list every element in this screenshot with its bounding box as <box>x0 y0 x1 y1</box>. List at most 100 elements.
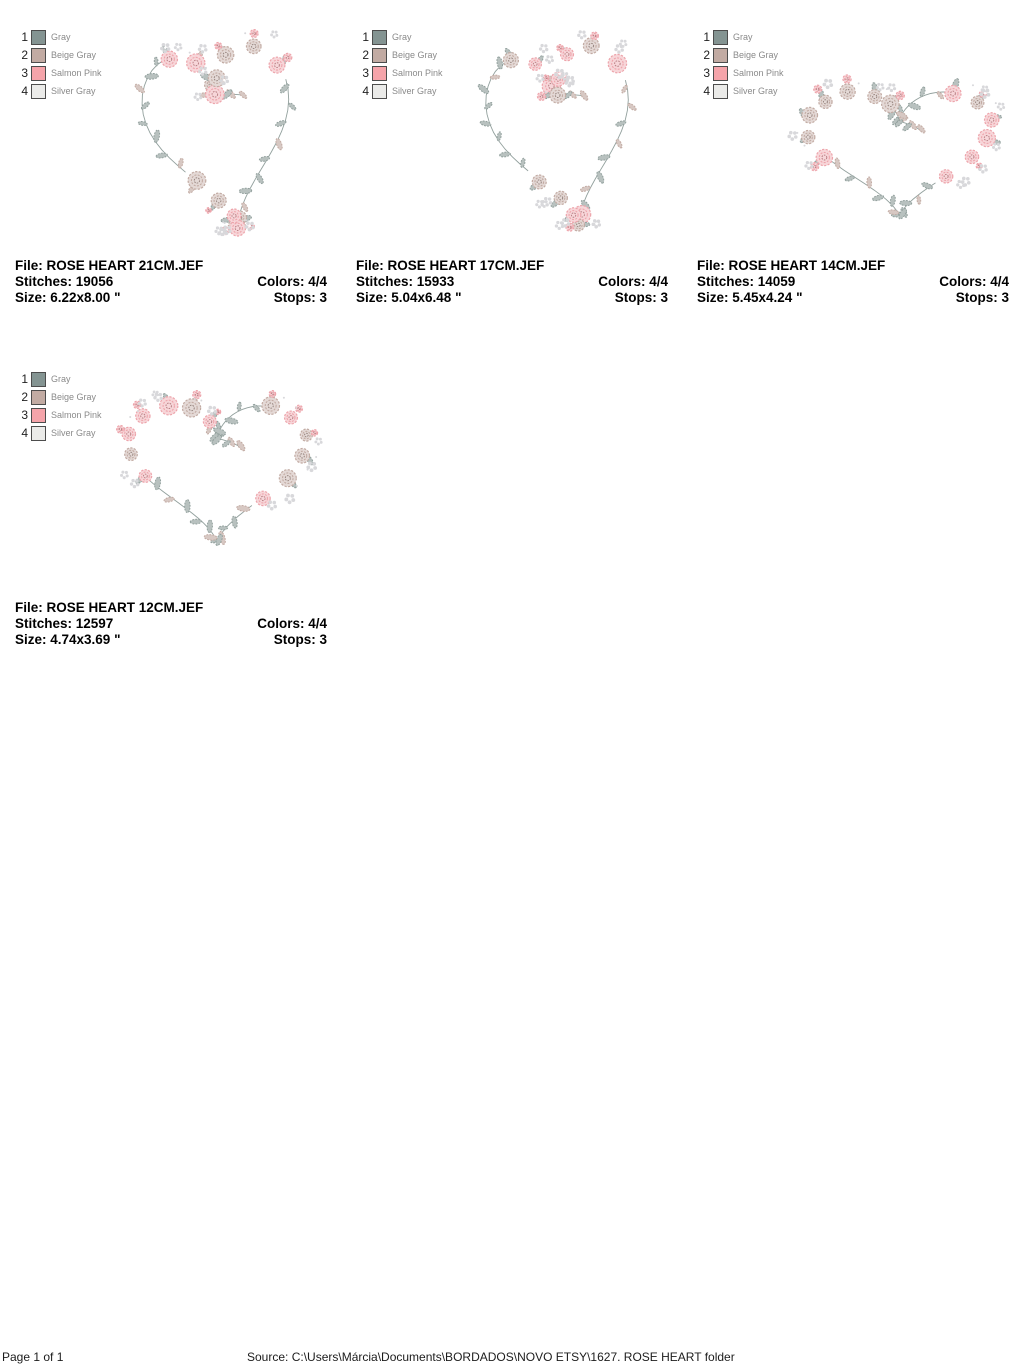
stitch-count: Stitches: 14059 <box>697 274 796 289</box>
thread-color-row: 1 Gray <box>15 28 102 46</box>
thread-color-number: 3 <box>362 65 369 80</box>
thread-color-name: Silver Gray <box>392 86 437 96</box>
thread-color-name: Salmon Pink <box>51 410 102 420</box>
thread-color-name: Silver Gray <box>51 428 96 438</box>
thread-color-row: 2 Beige Gray <box>356 46 443 64</box>
thread-color-number: 3 <box>703 65 710 80</box>
thread-color-name: Silver Gray <box>51 86 96 96</box>
design-info: File: ROSE HEART 21CM.JEF Stitches: 1905… <box>15 258 327 306</box>
thread-color-swatch <box>31 29 46 45</box>
design-info: File: ROSE HEART 12CM.JEF Stitches: 1259… <box>15 600 327 648</box>
thread-color-name: Beige Gray <box>51 392 97 402</box>
design-card-17cm: 1 Gray 2 Beige Gray 3 Salmon Pink 4 Silver Gray… <box>341 28 682 370</box>
thread-color-row: 3 Salmon Pink <box>356 64 443 82</box>
thread-color-legend: 1 Gray 2 Beige Gray 3 Salmon Pink 4 Silver Gray <box>15 370 102 442</box>
design-card-12cm: 1 Gray 2 Beige Gray 3 Salmon Pink 4 Silver Gray… <box>0 370 341 712</box>
thread-color-legend: 1 Gray 2 Beige Gray 3 Salmon Pink 4 Silver Gray <box>15 28 102 100</box>
design-preview-rose-heart-14cm <box>787 74 1006 220</box>
thread-color-row: 3 Salmon Pink <box>697 64 784 82</box>
thread-color-name: Beige Gray <box>392 50 438 60</box>
thread-color-name: Gray <box>51 374 71 384</box>
source-path: Source: C:\Users\Márcia\Documents\BORDAD… <box>247 1350 735 1364</box>
thread-color-number: 3 <box>21 407 28 422</box>
design-preview-rose-heart-21cm <box>134 28 297 237</box>
color-count: Colors: 4/4 <box>598 274 668 289</box>
file-name: File: ROSE HEART 12CM.JEF <box>15 600 204 615</box>
stitch-count: Stitches: 12597 <box>15 616 114 631</box>
thread-color-swatch <box>713 29 728 45</box>
design-info: File: ROSE HEART 17CM.JEF Stitches: 1593… <box>356 258 668 306</box>
stitch-count: Stitches: 19056 <box>15 274 114 289</box>
design-preview-rose-heart-17cm <box>477 30 637 232</box>
thread-color-swatch <box>31 47 46 63</box>
thread-color-swatch <box>372 83 387 99</box>
thread-color-number: 4 <box>703 83 710 98</box>
file-name: File: ROSE HEART 21CM.JEF <box>15 258 204 273</box>
thread-color-row: 2 Beige Gray <box>15 388 102 406</box>
design-size: Size: 5.45x4.24 " <box>697 290 803 305</box>
thread-color-row: 2 Beige Gray <box>15 46 102 64</box>
thread-color-number: 1 <box>703 29 710 44</box>
thread-color-number: 2 <box>21 389 28 404</box>
thread-color-name: Silver Gray <box>733 86 778 96</box>
stitch-count: Stitches: 15933 <box>356 274 455 289</box>
thread-color-swatch <box>31 83 46 99</box>
design-card-14cm: 1 Gray 2 Beige Gray 3 Salmon Pink 4 Silver Gray… <box>682 28 1023 370</box>
design-size: Size: 5.04x6.48 " <box>356 290 462 305</box>
thread-color-name: Gray <box>51 32 71 42</box>
thread-color-name: Beige Gray <box>733 50 779 60</box>
thread-color-number: 3 <box>21 65 28 80</box>
thread-color-row: 1 Gray <box>697 28 784 46</box>
thread-color-legend: 1 Gray 2 Beige Gray 3 Salmon Pink 4 Silver Gray <box>356 28 443 100</box>
thread-color-name: Salmon Pink <box>51 68 102 78</box>
file-name: File: ROSE HEART 17CM.JEF <box>356 258 545 273</box>
thread-color-row: 4 Silver Gray <box>697 82 784 100</box>
page-number: Page 1 of 1 <box>2 1350 64 1364</box>
thread-color-name: Beige Gray <box>51 50 97 60</box>
stop-count: Stops: 3 <box>273 632 327 647</box>
thread-color-row: 3 Salmon Pink <box>15 64 102 82</box>
thread-color-number: 4 <box>362 83 369 98</box>
thread-color-number: 2 <box>703 47 710 62</box>
thread-color-number: 1 <box>21 29 28 44</box>
stop-count: Stops: 3 <box>273 290 327 305</box>
thread-color-swatch <box>713 83 728 99</box>
thread-color-swatch <box>372 47 387 63</box>
color-count: Colors: 4/4 <box>257 274 327 289</box>
design-size: Size: 6.22x8.00 " <box>15 290 121 305</box>
thread-color-swatch <box>31 407 46 423</box>
thread-color-number: 1 <box>21 371 28 386</box>
thread-color-swatch <box>31 425 46 441</box>
thread-color-legend: 1 Gray 2 Beige Gray 3 Salmon Pink 4 Silver Gray <box>697 28 784 100</box>
thread-color-swatch <box>31 371 46 387</box>
thread-color-swatch <box>713 65 728 81</box>
design-preview-rose-heart-12cm <box>116 389 323 547</box>
thread-color-number: 2 <box>21 47 28 62</box>
file-name: File: ROSE HEART 14CM.JEF <box>697 258 886 273</box>
thread-color-swatch <box>31 389 46 405</box>
thread-color-row: 4 Silver Gray <box>356 82 443 100</box>
thread-color-swatch <box>372 29 387 45</box>
thread-color-row: 1 Gray <box>356 28 443 46</box>
thread-color-name: Salmon Pink <box>392 68 443 78</box>
thread-color-swatch <box>713 47 728 63</box>
thread-color-row: 4 Silver Gray <box>15 424 102 442</box>
design-size: Size: 4.74x3.69 " <box>15 632 121 647</box>
thread-color-row: 4 Silver Gray <box>15 82 102 100</box>
thread-color-number: 1 <box>362 29 369 44</box>
thread-color-name: Salmon Pink <box>733 68 784 78</box>
stop-count: Stops: 3 <box>614 290 668 305</box>
thread-color-number: 4 <box>21 425 28 440</box>
thread-color-row: 3 Salmon Pink <box>15 406 102 424</box>
color-count: Colors: 4/4 <box>257 616 327 631</box>
thread-color-row: 2 Beige Gray <box>697 46 784 64</box>
thread-color-name: Gray <box>733 32 753 42</box>
design-info: File: ROSE HEART 14CM.JEF Stitches: 1405… <box>697 258 1009 306</box>
thread-color-number: 4 <box>21 83 28 98</box>
thread-color-row: 1 Gray <box>15 370 102 388</box>
thread-color-swatch <box>372 65 387 81</box>
thread-color-number: 2 <box>362 47 369 62</box>
stop-count: Stops: 3 <box>955 290 1009 305</box>
color-count: Colors: 4/4 <box>939 274 1009 289</box>
